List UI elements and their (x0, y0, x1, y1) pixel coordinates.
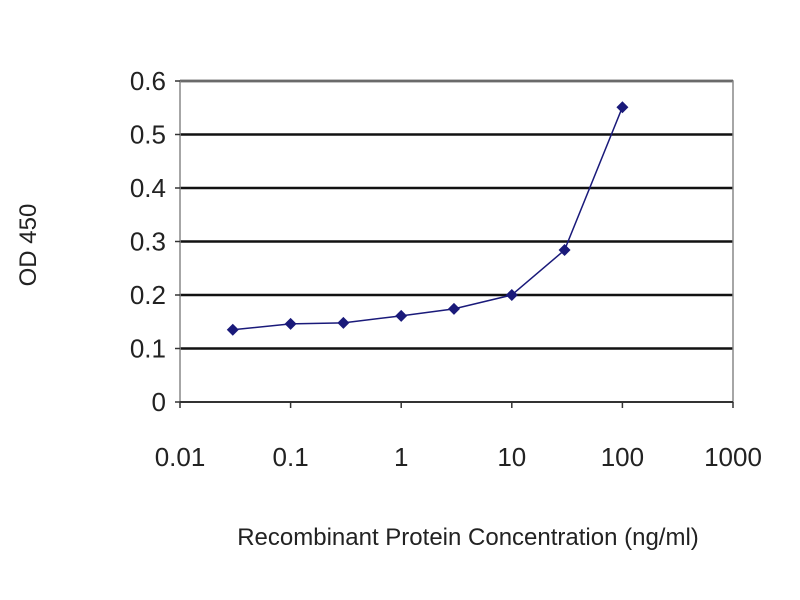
data-point (447, 302, 460, 315)
x-tick-label: 100 (601, 442, 644, 472)
data-point (558, 244, 571, 257)
data-point (616, 101, 629, 114)
y-tick-label: 0 (152, 387, 166, 417)
data-point (337, 316, 350, 329)
x-tick-label: 1000 (704, 442, 762, 472)
x-axis-label: Recombinant Protein Concentration (ng/ml… (237, 524, 699, 551)
x-tick-label: 0.1 (273, 442, 309, 472)
data-point (505, 289, 518, 301)
data-point (284, 317, 297, 330)
y-tick-label: 0.6 (130, 66, 166, 96)
series-line (232, 106, 624, 331)
x-tick-label: 0.01 (155, 442, 206, 472)
y-tick-label: 0.4 (130, 173, 166, 203)
axes: 0 0.1 0.2 0.3 0.4 0.5 0.6 0.01 0.1 1 10 100 1000 (130, 66, 762, 472)
y-tick-label: 0.2 (130, 280, 166, 310)
series (226, 101, 629, 336)
y-tick-label: 0.3 (130, 227, 166, 257)
data-point (395, 309, 408, 322)
y-axis-label: OD 450 (15, 204, 42, 287)
x-tick-label: 10 (497, 442, 526, 472)
x-tick-label: 1 (394, 442, 408, 472)
y-tick-label: 0.1 (130, 334, 166, 364)
y-tick-label: 0.5 (130, 120, 166, 150)
data-point (226, 323, 239, 336)
